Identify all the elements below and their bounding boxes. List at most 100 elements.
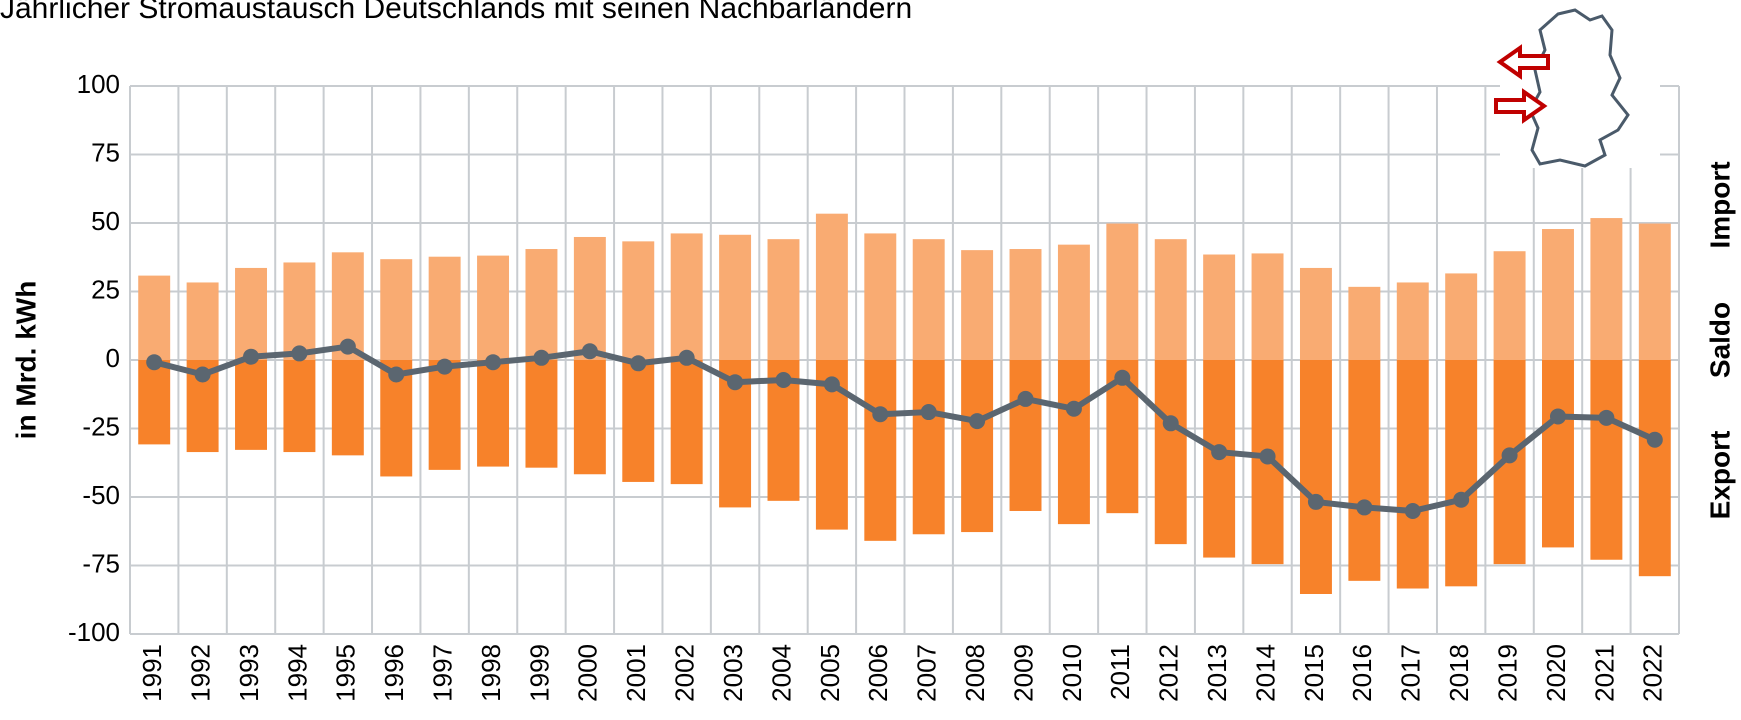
bar: [1396, 282, 1429, 360]
saldo-point: [1404, 502, 1421, 519]
bar: [573, 360, 606, 475]
saldo-point: [1259, 448, 1276, 465]
saldo-point: [436, 358, 453, 375]
legend-label: Saldo: [1704, 302, 1735, 378]
bar: [1057, 244, 1090, 360]
saldo-point: [291, 345, 308, 362]
bar: [1154, 360, 1187, 545]
bar: [622, 241, 655, 360]
x-tick-label: 1997: [428, 644, 458, 702]
saldo-point: [146, 354, 163, 371]
bar: [864, 360, 897, 541]
bar: [283, 360, 316, 453]
x-tick-label: 1993: [234, 644, 264, 702]
bar: [283, 262, 316, 360]
bar: [1009, 249, 1042, 360]
germany-map-icon: [1494, 8, 1660, 168]
x-tick-label: 2015: [1299, 644, 1329, 702]
y-tick-label: -75: [82, 548, 120, 578]
bar: [1493, 251, 1526, 360]
bar: [186, 282, 219, 360]
y-tick-label: 100: [77, 69, 120, 99]
x-tick-label: 1992: [185, 644, 215, 702]
bar: [1445, 273, 1478, 360]
y-tick-label: 50: [91, 206, 120, 236]
bar: [961, 360, 994, 533]
saldo-point: [920, 404, 937, 421]
x-tick-label: 2021: [1589, 644, 1619, 702]
bar: [1251, 253, 1284, 360]
x-tick-label: 2007: [912, 644, 942, 702]
x-tick-label: 2004: [766, 644, 796, 702]
bar: [1154, 239, 1187, 360]
saldo-point: [194, 366, 211, 383]
saldo-point: [727, 374, 744, 391]
saldo-point: [1211, 444, 1228, 461]
x-tick-label: 2000: [573, 644, 603, 702]
x-tick-label: 2002: [670, 644, 700, 702]
bar: [1009, 360, 1042, 511]
bar: [1057, 360, 1090, 525]
bar: [1299, 267, 1332, 360]
x-tick-label: 1991: [137, 644, 167, 702]
saldo-point: [388, 366, 405, 383]
saldo-point: [1017, 390, 1034, 407]
bar: [235, 267, 267, 360]
y-tick-label: 0: [106, 343, 120, 373]
bar: [525, 360, 558, 468]
bar: [380, 259, 413, 360]
x-tick-label: 1995: [331, 644, 361, 702]
legend-label: Import: [1704, 161, 1735, 248]
x-tick-label: 2022: [1638, 644, 1668, 702]
bar: [331, 360, 364, 456]
saldo-point: [1453, 491, 1470, 508]
x-tick-label: 2006: [863, 644, 893, 702]
x-tick-label: 2020: [1541, 644, 1571, 702]
x-tick-label: 2018: [1444, 644, 1474, 702]
y-tick-label: -25: [82, 411, 120, 441]
y-tick-label: -50: [82, 480, 120, 510]
bar: [477, 360, 510, 467]
saldo-point: [1162, 415, 1179, 432]
x-tick-label: 2013: [1202, 644, 1232, 702]
y-tick-label: 25: [91, 274, 120, 304]
bar: [1348, 286, 1381, 360]
saldo-point: [872, 406, 889, 423]
saldo-point: [1646, 431, 1663, 448]
bar: [1299, 360, 1332, 594]
bar: [1542, 360, 1574, 548]
x-tick-label: 2016: [1347, 644, 1377, 702]
saldo-point: [1549, 408, 1566, 425]
bar: [1638, 360, 1671, 577]
x-tick-label: 1998: [476, 644, 506, 702]
bar: [864, 233, 897, 360]
bar: [1445, 360, 1478, 587]
bar: [525, 249, 558, 360]
y-tick-label: 75: [91, 137, 120, 167]
bar: [477, 255, 510, 360]
y-tick-label: -100: [68, 617, 120, 647]
saldo-point: [243, 348, 260, 365]
x-tick-label: 1994: [282, 644, 312, 702]
saldo-point: [1356, 499, 1373, 516]
saldo-point: [1114, 369, 1131, 386]
bar: [1348, 360, 1381, 581]
x-tick-label: 2014: [1250, 644, 1280, 702]
bar: [622, 360, 655, 482]
saldo-line: [153, 343, 1657, 514]
saldo-point: [1501, 447, 1518, 464]
saldo-point: [485, 354, 502, 371]
bar: [961, 250, 994, 360]
bar: [670, 360, 703, 485]
saldo-point: [339, 338, 356, 355]
saldo-point: [1598, 409, 1615, 426]
bar: [815, 213, 848, 360]
bar: [719, 234, 752, 360]
bar: [428, 360, 461, 470]
saldo-point: [823, 376, 840, 393]
saldo-point: [678, 349, 695, 366]
saldo-point: [775, 372, 792, 389]
import-arrow: [1494, 88, 1548, 124]
